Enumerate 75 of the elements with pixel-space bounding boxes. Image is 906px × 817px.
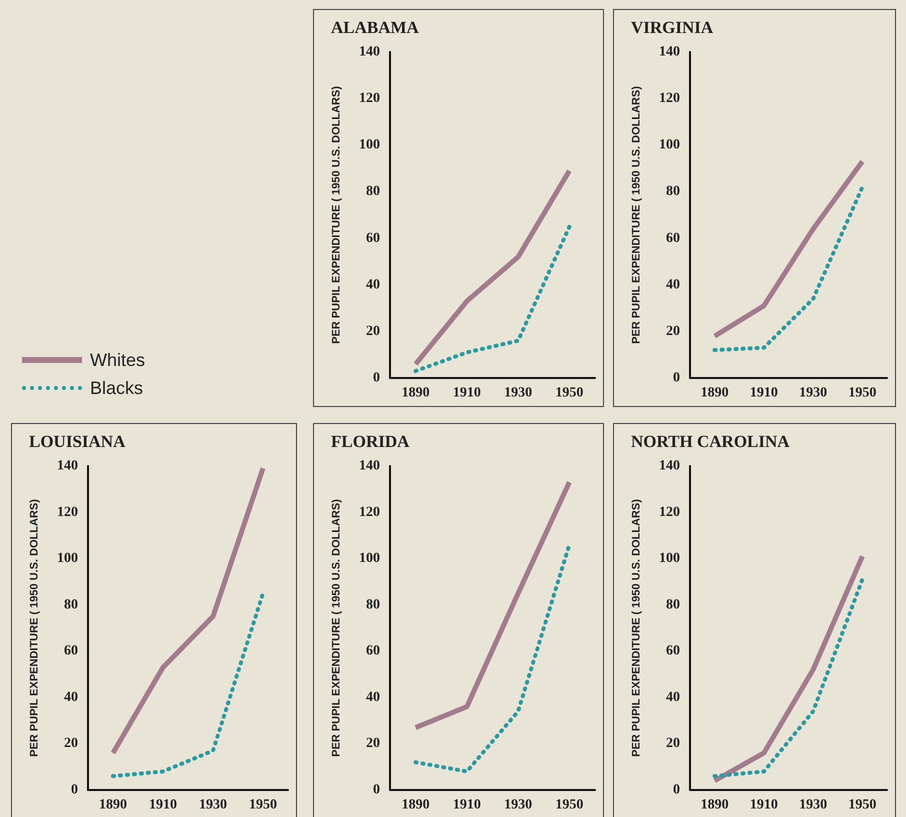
y-tick-label: 120 bbox=[659, 504, 680, 520]
chart-title: NORTH CAROLINA bbox=[631, 432, 790, 451]
x-tick-label: 1890 bbox=[700, 386, 729, 400]
y-tick-label: 140 bbox=[57, 458, 78, 474]
y-tick-label: 80 bbox=[64, 597, 78, 612]
y-tick-label: 80 bbox=[366, 597, 380, 612]
x-tick-label: 1890 bbox=[99, 798, 127, 812]
chart-title: VIRGINIA bbox=[631, 18, 714, 37]
y-axis-title: PER PUPIL EXPENDITURE ( 1950 U.S. DOLLARS) bbox=[630, 498, 642, 757]
y-tick-label: 40 bbox=[64, 690, 78, 705]
y-tick-label: 120 bbox=[659, 91, 680, 106]
y-tick-label: 120 bbox=[57, 504, 78, 520]
y-tick-label: 100 bbox=[659, 138, 680, 153]
x-tick-label: 1950 bbox=[555, 798, 584, 812]
chart-title: LOUISIANA bbox=[29, 432, 126, 451]
y-tick-label: 0 bbox=[673, 370, 680, 386]
line-series bbox=[712, 185, 864, 352]
y-tick-label: 20 bbox=[666, 324, 680, 339]
y-tick-label: 20 bbox=[366, 736, 380, 752]
y-tick-label: 140 bbox=[659, 458, 680, 474]
chart-title: FLORIDA bbox=[331, 432, 410, 451]
x-tick-label: 1910 bbox=[452, 798, 481, 812]
y-tick-label: 140 bbox=[359, 44, 380, 60]
x-tick-label: 1910 bbox=[452, 386, 481, 400]
x-tick-label: 1930 bbox=[504, 386, 532, 400]
x-tick-label: 1930 bbox=[799, 386, 828, 400]
y-tick-label: 60 bbox=[666, 644, 680, 659]
x-tick-label: 1930 bbox=[799, 798, 828, 812]
y-tick-label: 60 bbox=[666, 230, 680, 246]
legend-label: Whites bbox=[90, 350, 146, 370]
y-tick-label: 20 bbox=[666, 736, 680, 752]
y-tick-label: 100 bbox=[57, 551, 78, 566]
y-tick-label: 40 bbox=[366, 277, 380, 292]
y-axis-title: PER PUPIL EXPENDITURE ( 1950 U.S. DOLLARS) bbox=[330, 86, 342, 344]
x-tick-label: 1910 bbox=[750, 798, 778, 812]
x-tick-label: 1910 bbox=[149, 798, 177, 812]
y-tick-label: 120 bbox=[359, 91, 380, 106]
y-axis-title: PER PUPIL EXPENDITURE ( 1950 U.S. DOLLARS) bbox=[330, 498, 342, 757]
x-tick-label: 1930 bbox=[199, 798, 227, 812]
y-tick-label: 120 bbox=[359, 504, 380, 520]
y-tick-label: 20 bbox=[64, 736, 78, 752]
y-tick-label: 80 bbox=[366, 184, 380, 200]
x-tick-label: 1890 bbox=[402, 798, 430, 812]
y-tick-label: 40 bbox=[666, 690, 680, 705]
x-tick-label: 1910 bbox=[750, 386, 778, 400]
y-tick-label: 40 bbox=[366, 690, 380, 705]
line-series bbox=[414, 224, 572, 374]
y-tick-label: 80 bbox=[666, 184, 680, 200]
y-tick-label: 0 bbox=[71, 782, 78, 798]
x-tick-label: 1890 bbox=[700, 798, 729, 812]
x-tick-label: 1950 bbox=[249, 798, 277, 812]
y-axis-title: PER PUPIL EXPENDITURE ( 1950 U.S. DOLLARS) bbox=[630, 86, 642, 344]
x-tick-label: 1950 bbox=[848, 386, 876, 400]
y-tick-label: 100 bbox=[659, 551, 680, 566]
y-tick-label: 0 bbox=[373, 782, 380, 798]
y-axis-title: PER PUPIL EXPENDITURE ( 1950 U.S. DOLLARS) bbox=[28, 498, 40, 757]
y-tick-label: 140 bbox=[659, 44, 680, 60]
y-tick-label: 100 bbox=[359, 551, 380, 566]
x-tick-label: 1930 bbox=[504, 798, 532, 812]
y-tick-label: 80 bbox=[666, 597, 680, 612]
y-tick-label: 20 bbox=[366, 324, 380, 339]
line-series bbox=[111, 591, 265, 778]
legend-label: Blacks bbox=[90, 378, 144, 398]
x-tick-label: 1950 bbox=[848, 798, 876, 812]
y-tick-label: 0 bbox=[673, 782, 680, 798]
chart-title: ALABAMA bbox=[331, 18, 420, 37]
y-tick-label: 140 bbox=[359, 458, 380, 474]
x-tick-label: 1890 bbox=[402, 386, 430, 400]
y-tick-label: 60 bbox=[366, 644, 380, 659]
y-tick-label: 100 bbox=[359, 138, 380, 153]
y-tick-label: 60 bbox=[64, 644, 78, 659]
x-tick-label: 1950 bbox=[555, 386, 584, 400]
y-tick-label: 60 bbox=[366, 230, 380, 246]
y-tick-label: 0 bbox=[373, 370, 380, 386]
y-tick-label: 40 bbox=[666, 277, 680, 292]
